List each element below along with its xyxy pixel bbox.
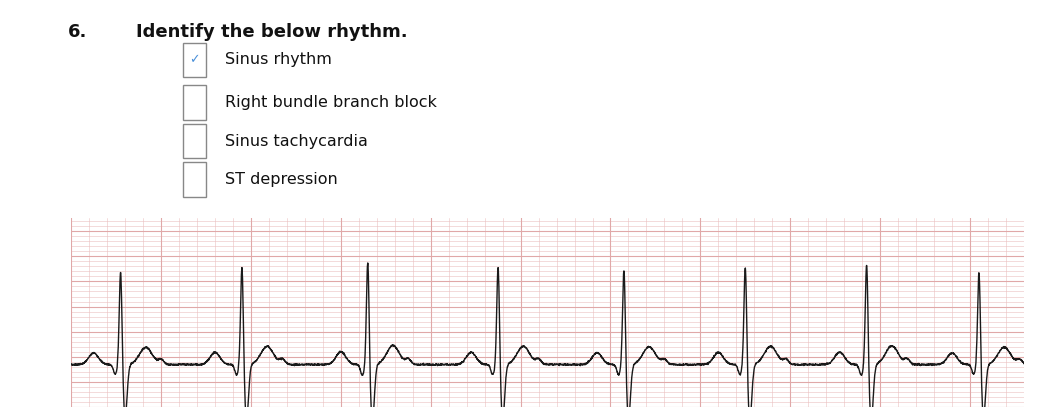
FancyBboxPatch shape <box>183 85 206 120</box>
FancyBboxPatch shape <box>183 162 206 197</box>
Text: Sinus tachycardia: Sinus tachycardia <box>225 134 367 149</box>
Text: ST depression: ST depression <box>225 172 338 187</box>
Text: Sinus rhythm: Sinus rhythm <box>225 52 332 67</box>
Text: ✓: ✓ <box>190 53 200 66</box>
FancyBboxPatch shape <box>183 123 206 158</box>
Text: Right bundle branch block: Right bundle branch block <box>225 95 437 110</box>
Text: Identify the below rhythm.: Identify the below rhythm. <box>136 23 407 41</box>
FancyBboxPatch shape <box>183 42 206 77</box>
Text: 6.: 6. <box>68 23 88 41</box>
